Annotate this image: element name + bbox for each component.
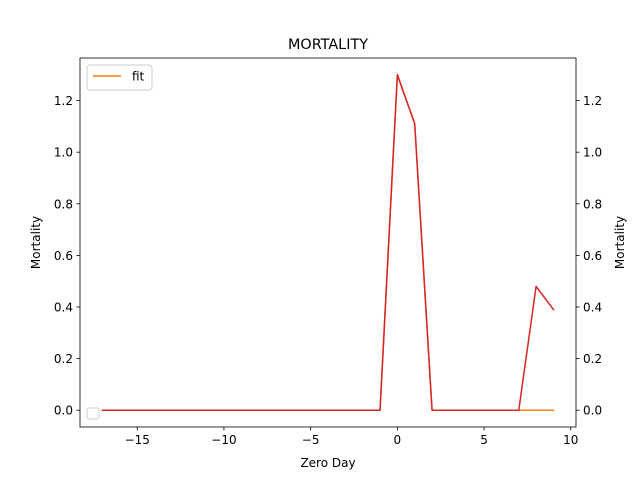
secondary-legend-box — [86, 407, 100, 420]
y-tick-label-left: 0.6 — [54, 249, 73, 263]
y-axis-left-ticks: 0.0 0.2 0.4 0.6 0.8 1.0 1.2 — [54, 94, 80, 418]
x-tick-label: 0 — [394, 433, 402, 447]
legend-fit-label: fit — [132, 70, 145, 84]
y-axis-right-label: Mortality — [613, 216, 627, 269]
y-tick-label-left: 1.2 — [54, 94, 73, 108]
y-tick-label-right: 0.4 — [583, 301, 602, 315]
x-tick-label: −15 — [125, 433, 150, 447]
x-tick-label: −5 — [302, 433, 320, 447]
y-tick-label-right: 0.2 — [583, 352, 602, 366]
legend: fit — [86, 64, 153, 91]
y-tick-label-right: 1.2 — [583, 94, 602, 108]
x-axis-ticks: −15 −10 −5 0 5 10 — [125, 427, 578, 447]
y-axis-right-ticks: 0.0 0.2 0.4 0.6 0.8 1.0 1.2 — [576, 94, 602, 418]
y-tick-label-left: 0.8 — [54, 197, 73, 211]
x-tick-label: −10 — [211, 433, 236, 447]
series-line-observed — [101, 74, 555, 411]
y-tick-label-left: 0.4 — [54, 301, 73, 315]
y-axis-left-label: Mortality — [29, 216, 43, 269]
y-tick-label-right: 1.0 — [583, 146, 602, 160]
y-tick-label-right: 0.6 — [583, 249, 602, 263]
chart-title: MORTALITY — [288, 37, 368, 53]
y-tick-label-left: 0.0 — [54, 404, 73, 418]
series-lines — [101, 74, 555, 411]
x-tick-label: 5 — [480, 433, 488, 447]
plot-area — [80, 58, 576, 427]
y-tick-label-right: 0.0 — [583, 404, 602, 418]
x-axis-label: Zero Day — [300, 456, 355, 470]
y-tick-label-right: 0.8 — [583, 197, 602, 211]
y-tick-label-left: 1.0 — [54, 146, 73, 160]
legend-box — [86, 64, 153, 91]
y-tick-label-left: 0.2 — [54, 352, 73, 366]
x-tick-label: 10 — [563, 433, 578, 447]
plot-frame — [79, 57, 577, 428]
